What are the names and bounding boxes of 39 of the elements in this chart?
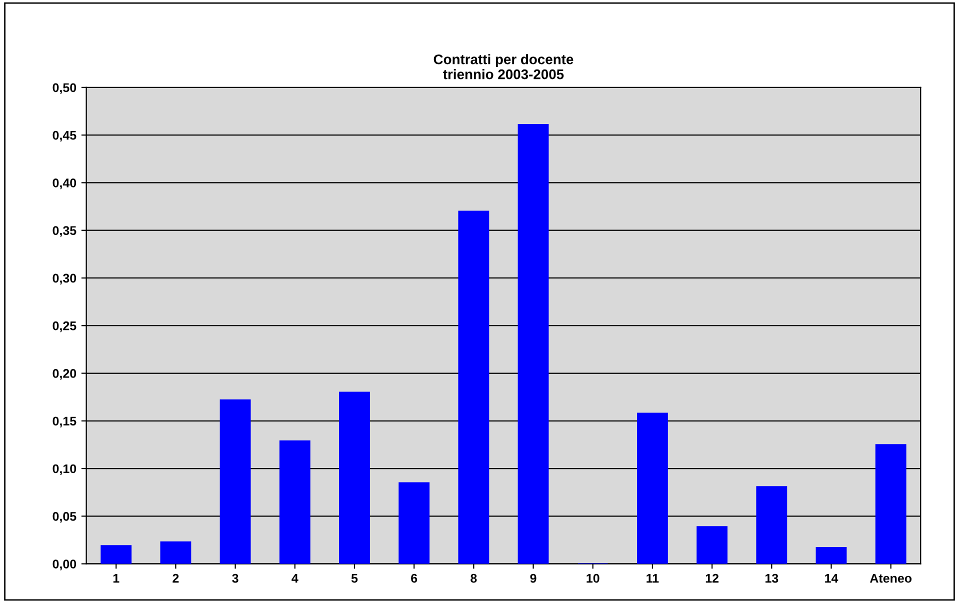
- bar: [518, 124, 549, 564]
- x-tick-label: 6: [411, 574, 418, 583]
- x-tick-label: 13: [765, 574, 778, 583]
- x-tick-label: Ateneo: [870, 574, 912, 583]
- x-tick-label: 2: [172, 574, 179, 583]
- bar: [398, 482, 430, 564]
- x-tick-label: 3: [232, 574, 238, 583]
- bar: [279, 440, 310, 564]
- x-tick-label: 1: [113, 574, 120, 583]
- y-tick-label: 0,15: [52, 416, 76, 428]
- bar: [458, 210, 490, 564]
- bar: [220, 399, 251, 564]
- chart-title: Contratti per docente triennio 2003-2005: [434, 54, 574, 80]
- y-tick-label: 0,25: [52, 321, 76, 332]
- x-tick-label: 12: [706, 574, 719, 583]
- x-tick-label: 4: [292, 574, 298, 583]
- y-tick-label: 0,20: [52, 369, 76, 380]
- y-tick-label: 0,35: [52, 226, 76, 237]
- y-tick-label: 0,45: [52, 130, 76, 142]
- y-tick-label: 0,05: [52, 512, 76, 523]
- bar: [696, 526, 728, 564]
- bar: [637, 412, 668, 564]
- bar: [816, 547, 847, 564]
- bar: [875, 444, 906, 564]
- x-tick-label: 5: [351, 574, 358, 583]
- y-tick-label: 0,50: [52, 83, 76, 94]
- bar: [756, 486, 788, 564]
- bar: [160, 541, 192, 564]
- y-tick-label: 0,10: [52, 464, 76, 475]
- bar: [339, 392, 370, 564]
- x-tick-label: 9: [530, 574, 536, 583]
- x-tick-label: 11: [646, 574, 659, 583]
- y-tick-label: 0,00: [52, 560, 76, 570]
- x-tick-label: 8: [470, 574, 477, 583]
- y-tick-label: 0,30: [52, 274, 76, 284]
- y-tick-label: 0,40: [52, 178, 76, 190]
- bar: [100, 545, 132, 564]
- x-tick-label: 10: [586, 574, 600, 583]
- x-tick-label: 14: [825, 574, 838, 583]
